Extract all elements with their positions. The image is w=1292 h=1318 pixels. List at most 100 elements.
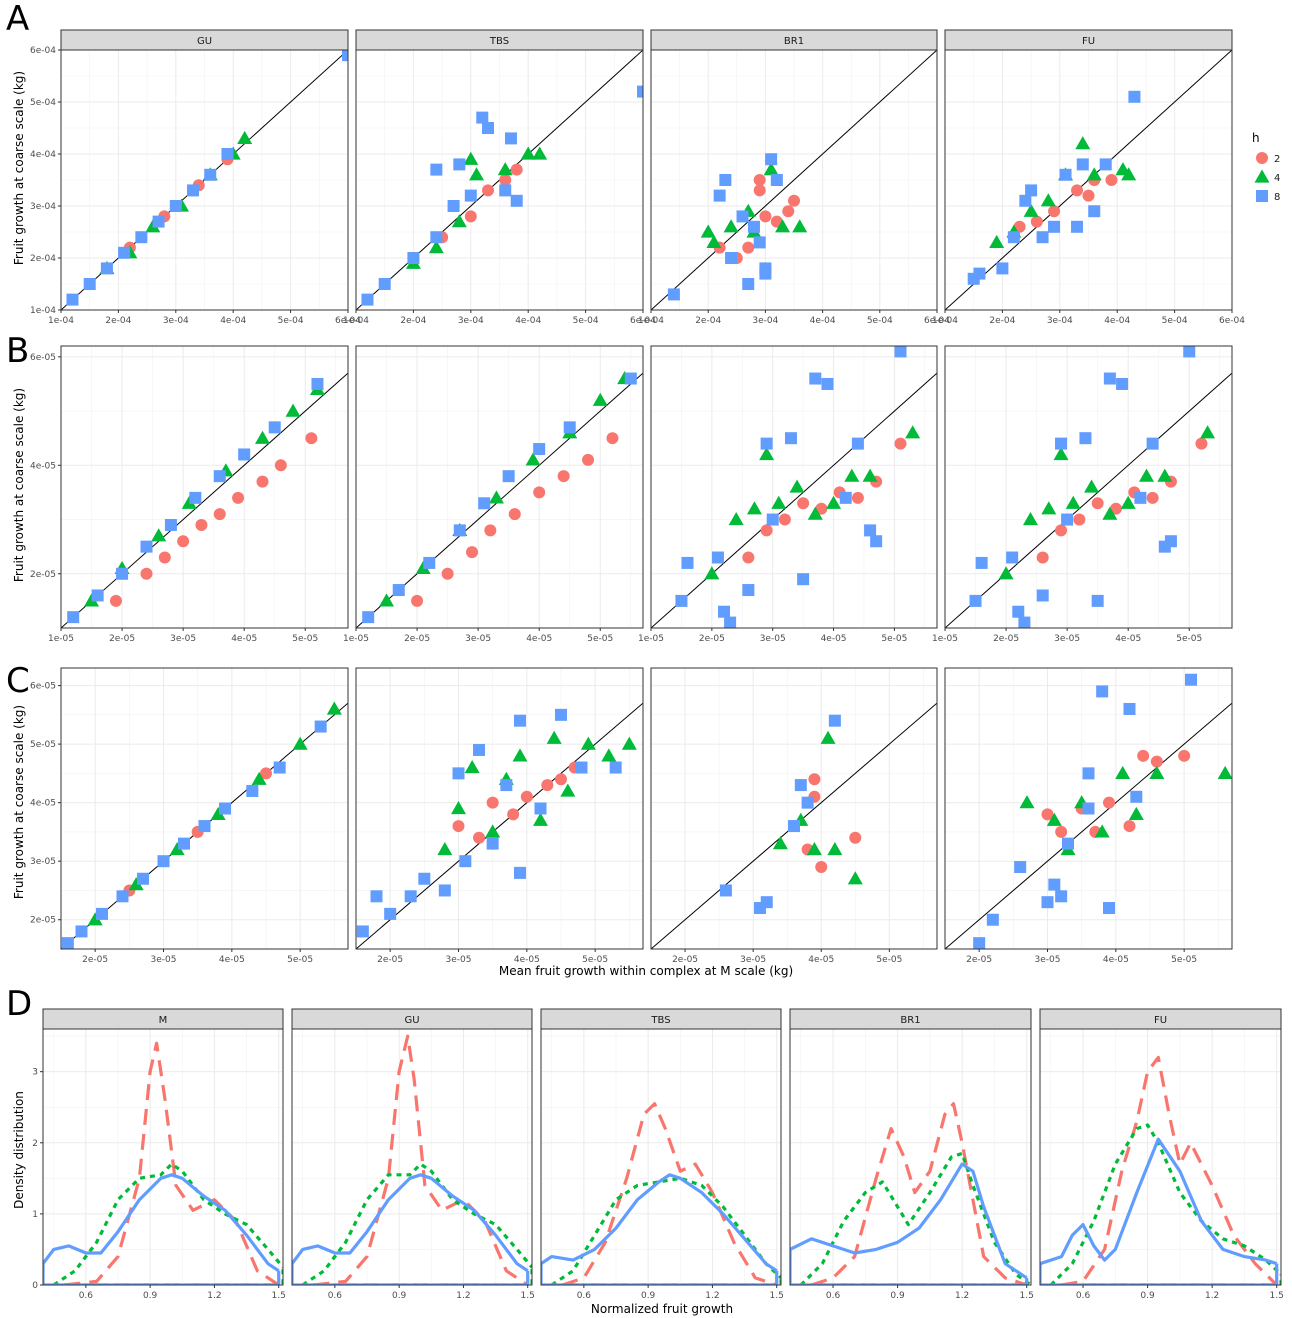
data-point-h2 [851, 491, 864, 504]
data-point-h8 [1146, 437, 1159, 450]
data-point-h8 [1082, 767, 1095, 780]
x-tick-label: 2e-04 [989, 316, 1015, 326]
data-point-h2 [1082, 189, 1095, 202]
data-point-h8 [1134, 491, 1147, 504]
data-point-h8 [870, 535, 883, 548]
plot-area [356, 50, 643, 310]
row-d-label: D [6, 984, 32, 1024]
facet-d-3: TBS 0.6 0.9 1.2 1.5 [540, 1008, 784, 1301]
y-tick-label: 3e-04 [30, 202, 56, 212]
density-baseline-h8 [790, 1249, 1029, 1285]
x-tick-label: 3e-05 [1035, 955, 1061, 965]
data-point-h8 [378, 278, 391, 290]
data-point-h2 [274, 459, 287, 472]
data-point-h2 [742, 551, 755, 564]
data-point-h8 [342, 50, 348, 62]
data-point-h8 [152, 215, 165, 228]
x-tick-label: 2e-05 [699, 634, 725, 644]
data-point-h8 [1025, 184, 1038, 197]
x-tick-label: 5e-04 [1162, 316, 1188, 326]
data-point-h8 [1088, 205, 1101, 218]
data-point-h2 [305, 432, 318, 445]
data-point-h8 [476, 111, 489, 124]
x-tick-label: 3e-04 [1047, 316, 1073, 326]
data-point-h4 [592, 392, 608, 406]
x-tick-label: 2e-05 [966, 955, 992, 965]
data-point-h2 [815, 861, 828, 874]
facet-strip-label: GU [404, 1015, 419, 1026]
data-point-h4 [488, 490, 504, 504]
facet-b-1: 1e-05 2e-05 3e-05 4e-05 5e-05 2e-05 4e-05 6e-05 [30, 345, 349, 644]
row-c-y-axis-title: Fruit growth at coarse scale (kg) [12, 705, 26, 899]
x-tick-label: 5e-05 [1176, 634, 1202, 644]
data-point-h8 [747, 220, 760, 233]
data-point-h8 [575, 761, 588, 774]
data-point-h4 [428, 240, 444, 254]
y-tick-label: 6e-05 [30, 682, 56, 692]
density-line-h8 [1040, 1137, 1278, 1266]
panel-border [1039, 1028, 1282, 1286]
data-point-h8 [533, 443, 546, 456]
y-tick-label: 4e-05 [30, 799, 56, 809]
facet-d-4: BR1 0.6 0.9 1.2 1.5 [789, 1008, 1034, 1301]
data-point-h2 [760, 524, 773, 537]
x-tick-label: 5e-04 [278, 316, 304, 326]
data-point-h8 [478, 497, 491, 510]
data-point-h4 [728, 512, 744, 526]
x-tick-label: 3e-05 [170, 634, 196, 644]
data-point-h2 [797, 497, 810, 510]
data-point-h8 [504, 132, 517, 145]
identity-line [356, 372, 643, 628]
x-tick-label: 1.5 [272, 1291, 286, 1301]
x-tick-label: 1e-05 [932, 634, 958, 644]
data-point-h4 [151, 528, 167, 542]
data-point-h8 [1059, 168, 1072, 181]
data-point-h8 [742, 278, 755, 290]
data-point-h8 [784, 432, 797, 445]
svg-text:B: B [6, 331, 29, 371]
data-point-h8 [624, 372, 637, 385]
density-baseline-h8 [1040, 1263, 1279, 1285]
data-point-h4 [1157, 468, 1173, 482]
data-point-h8 [986, 913, 999, 926]
data-point-h8 [711, 551, 724, 564]
facet-a-3: BR1 1e-04 2e-04 3e-04 4e-04 5e-04 6e-04 [638, 29, 950, 326]
panel-border [944, 49, 1233, 311]
data-point-h2 [213, 508, 226, 521]
data-point-h4 [451, 801, 466, 815]
data-point-h2 [1071, 184, 1084, 197]
data-point-h2 [1048, 205, 1061, 218]
data-point-h8 [759, 262, 772, 275]
density-baseline-h8 [43, 1263, 281, 1285]
facet-d-1: M 0.6 0.9 1.2 1.5 0 1 2 3 [32, 1008, 286, 1301]
data-point-h8 [555, 708, 567, 721]
facet-a-2: TBS 1e-04 2e-04 3e-04 4e-04 5e-04 6e-04 [343, 29, 656, 326]
data-point-h8 [404, 890, 417, 903]
data-point-h8 [430, 163, 443, 176]
x-tick-label: 4e-05 [219, 955, 245, 965]
row-c-label: C [6, 661, 30, 701]
plot-area [61, 50, 348, 310]
data-point-h8 [189, 491, 202, 504]
data-point-h8 [760, 896, 773, 909]
y-tick-label: 6e-05 [30, 353, 56, 363]
data-point-h8 [246, 784, 259, 797]
data-point-h4 [998, 566, 1014, 580]
data-point-h8 [198, 820, 211, 833]
x-tick-label: 0.6 [826, 1291, 841, 1301]
data-point-h8 [809, 372, 822, 385]
data-point-h8 [1012, 605, 1025, 618]
data-point-h2 [1055, 825, 1068, 838]
data-point-h4 [789, 479, 805, 493]
x-tick-label: 0.9 [641, 1291, 656, 1301]
data-point-h8 [719, 884, 732, 897]
x-tick-label: 3e-05 [446, 955, 472, 965]
data-point-h4 [169, 841, 185, 856]
density-line-h8 [43, 1173, 280, 1273]
y-tick-label: 6e-04 [30, 46, 56, 56]
data-point-h8 [718, 605, 731, 618]
x-tick-label: 2e-05 [377, 955, 403, 965]
data-point-h8 [1006, 551, 1019, 564]
y-tick-label: 5e-05 [30, 740, 56, 750]
